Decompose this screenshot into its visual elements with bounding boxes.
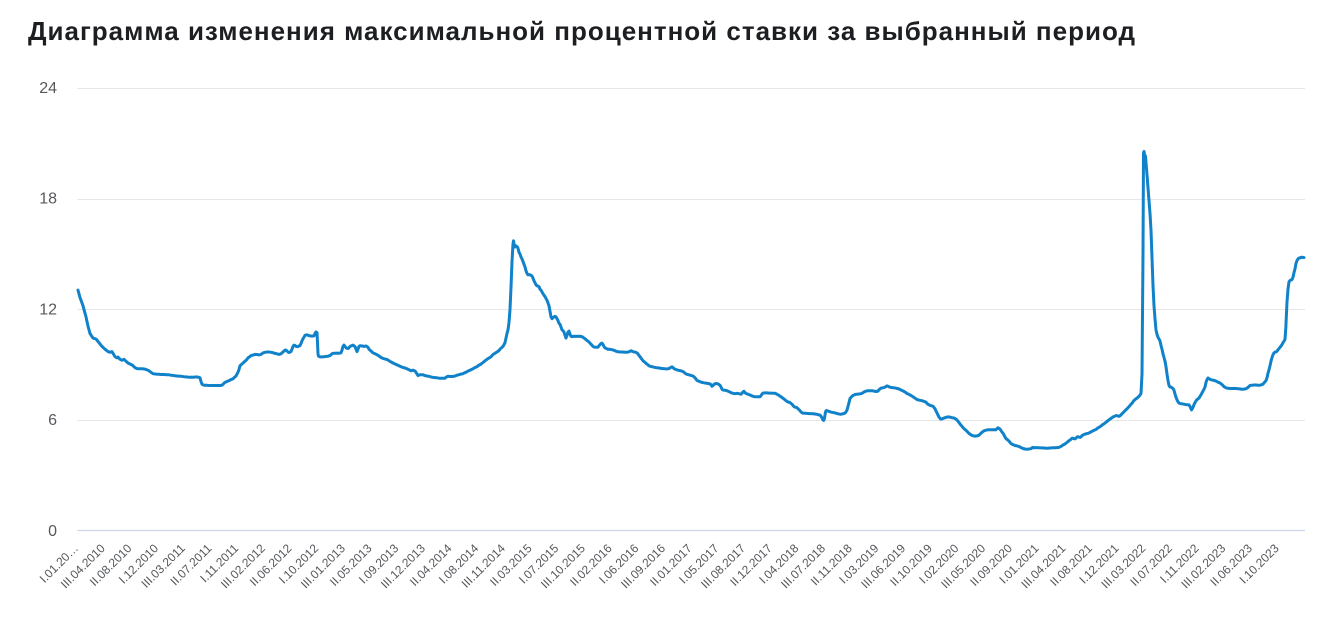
svg-text:24: 24: [39, 80, 57, 97]
svg-text:18: 18: [39, 191, 57, 208]
svg-text:6: 6: [48, 412, 57, 429]
svg-text:0: 0: [48, 523, 57, 540]
svg-text:12: 12: [39, 301, 57, 318]
